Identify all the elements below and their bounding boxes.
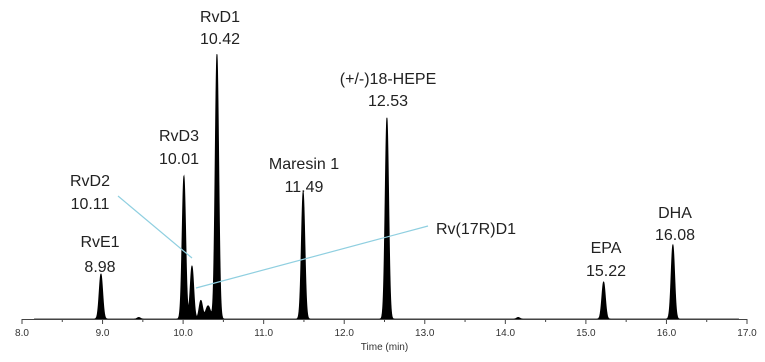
x-tick-label: 8.0 xyxy=(15,328,29,339)
peak-time-maresin1: 11.49 xyxy=(285,179,324,196)
peak-name-rv17rd1: Rv(17R)D1 xyxy=(436,221,516,238)
peak-time-rve1: 8.98 xyxy=(84,259,115,276)
peak-name-maresin1: Maresin 1 xyxy=(269,156,339,173)
rvd2-callout-line xyxy=(117,195,193,259)
peak-time-dha: 16.08 xyxy=(655,227,695,244)
rv17rd1-callout-line xyxy=(195,225,429,289)
x-tick-label: 16.0 xyxy=(657,328,677,339)
x-axis-tick-labels: 8.0 9.0 10.0 11.0 12.0 13.0 14.0 15.0 16.0 17.0 xyxy=(15,328,757,339)
x-tick-label: 15.0 xyxy=(576,328,596,339)
peak-time-rvd2: 10.11 xyxy=(71,196,110,213)
peak-time-rvd1: 10.42 xyxy=(200,31,240,48)
peak-name-18hepe: (+/-)18-HEPE xyxy=(340,71,436,88)
x-tick-label: 12.0 xyxy=(334,328,354,339)
peak-name-rvd2: RvD2 xyxy=(70,173,110,190)
x-tick-label: 14.0 xyxy=(496,328,516,339)
peak-name-dha: DHA xyxy=(658,205,692,222)
peak-time-18hepe: 12.53 xyxy=(368,93,408,110)
x-tick-label: 13.0 xyxy=(415,328,435,339)
x-axis-title: Time (min) xyxy=(361,342,408,353)
peak-name-rvd3: RvD3 xyxy=(159,128,199,145)
x-tick-label: 9.0 xyxy=(96,328,110,339)
x-axis-ticks xyxy=(21,319,748,324)
x-tick-label: 10.0 xyxy=(173,328,193,339)
peak-name-rvd1: RvD1 xyxy=(200,9,240,26)
peak-name-epa: EPA xyxy=(591,240,622,257)
peak-name-rve1: RvE1 xyxy=(80,234,119,251)
peak-time-epa: 15.22 xyxy=(586,263,626,280)
x-tick-label: 11.0 xyxy=(254,328,273,339)
x-tick-label: 17.0 xyxy=(737,328,757,339)
peak-time-rvd3: 10.01 xyxy=(159,151,199,168)
